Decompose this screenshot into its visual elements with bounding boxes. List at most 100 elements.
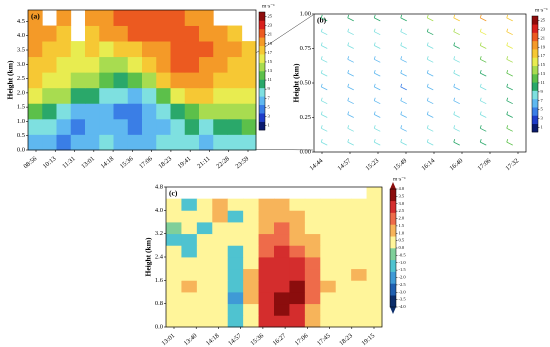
heat-cell [335,292,352,305]
barb-flag [453,138,456,143]
heat-cell [304,280,321,293]
colorbar-swatch [259,121,265,131]
barb-staff [480,17,487,22]
barb-flag [479,42,482,46]
heat-cell [56,103,72,120]
wind-barb [400,83,407,91]
heat-cell [170,25,186,42]
barb-staff [321,141,328,146]
wind-barb [373,56,381,63]
heat-cell [199,87,214,104]
heat-cell [113,118,129,135]
barb-staff [400,58,407,63]
heat-cell [166,315,182,328]
colorbar-tick-label: 21 [541,35,546,40]
colorbar-swatch [259,20,265,30]
barb-staff [480,45,487,49]
heat-cell [85,10,100,26]
barb-flag [426,69,429,74]
heat-cell [113,56,129,73]
heat-cell [42,134,57,151]
heat-cell [56,72,72,89]
heat-cell [42,87,57,104]
heat-cell [199,118,214,135]
heat-cell [241,103,257,120]
barb-flag [373,138,376,143]
heat-cell [184,87,200,104]
heat-cell [181,222,198,235]
colorbar-swatch [532,16,538,25]
heat-cell [142,56,157,73]
colorbar-tick-label: 13 [541,71,546,76]
heat-cell [99,41,114,58]
heat-cell [42,72,57,89]
y-tick-label: 2.0 [17,89,25,96]
colorbar-tick-label: -2.5 [399,282,407,287]
heat-cell [142,41,157,58]
heat-cell [142,118,157,135]
heat-cell [227,245,244,258]
heat-cell [166,292,182,305]
heat-cell [127,25,143,42]
barb-flag [347,97,350,101]
heat-cell [142,72,157,89]
heat-cell [320,210,337,223]
colorbar-unit: m·s⁻¹ [535,7,548,13]
heat-cell [289,315,306,328]
heat-cell [212,222,229,235]
heat-cell [366,245,383,258]
heat-cell [366,268,383,281]
wind-barb [400,42,407,49]
barb-flag [479,97,482,101]
heat-cell [258,315,275,328]
heat-cell [243,222,259,235]
heat-cell [212,198,229,211]
y-tick-label: 0.75 [300,45,311,52]
heat-cell [142,10,157,26]
heat-cell [304,210,321,223]
x-tick-label: 15:36 [249,332,265,347]
colorbar-tick-label: 1.0 [399,230,405,235]
wind-barb [400,14,407,22]
barb-flag [426,42,429,46]
barb-staff [427,58,434,63]
colorbar-tick-label: 3.0 [399,201,405,206]
barb-flag [506,138,509,143]
wind-barb [426,69,434,77]
y-tick-label: 2.4 [155,253,164,260]
wind-barb [506,97,513,105]
y-tick-label: 0.8 [155,300,163,307]
heat-cell [320,292,337,305]
heat-cell [156,103,171,120]
heat-cell [170,134,186,151]
heat-cell [304,245,321,258]
colorbar-swatch [259,104,265,114]
y-tick-label: 1.6 [155,277,164,284]
heat-cell [243,198,259,211]
barb-staff [400,31,407,36]
wind-barb [506,125,513,132]
wind-barb [320,111,328,118]
wind-barb [400,138,407,146]
colorbar-swatch [259,45,265,55]
x-tick-label: 18:23 [157,155,173,170]
heat-cell [127,41,143,58]
barb-flag [506,83,509,88]
heat-cell [28,134,43,151]
heat-cell [351,280,367,293]
barb-staff [453,45,460,49]
wind-barb [453,14,460,22]
y-axis-label: Height (km) [144,237,153,276]
colorbar-tick-label: -3.0 [399,289,407,294]
heat-cell [304,268,321,281]
barb-flag [453,83,456,88]
heat-cell [289,222,306,235]
barb-staff [453,114,460,118]
wind-barb [347,97,354,105]
heat-cell [127,10,143,26]
heat-cell [166,198,182,211]
barb-flag [506,111,509,115]
colorbar-swatch [390,248,396,261]
barb-flag [320,83,323,88]
heat-cell [366,257,383,270]
